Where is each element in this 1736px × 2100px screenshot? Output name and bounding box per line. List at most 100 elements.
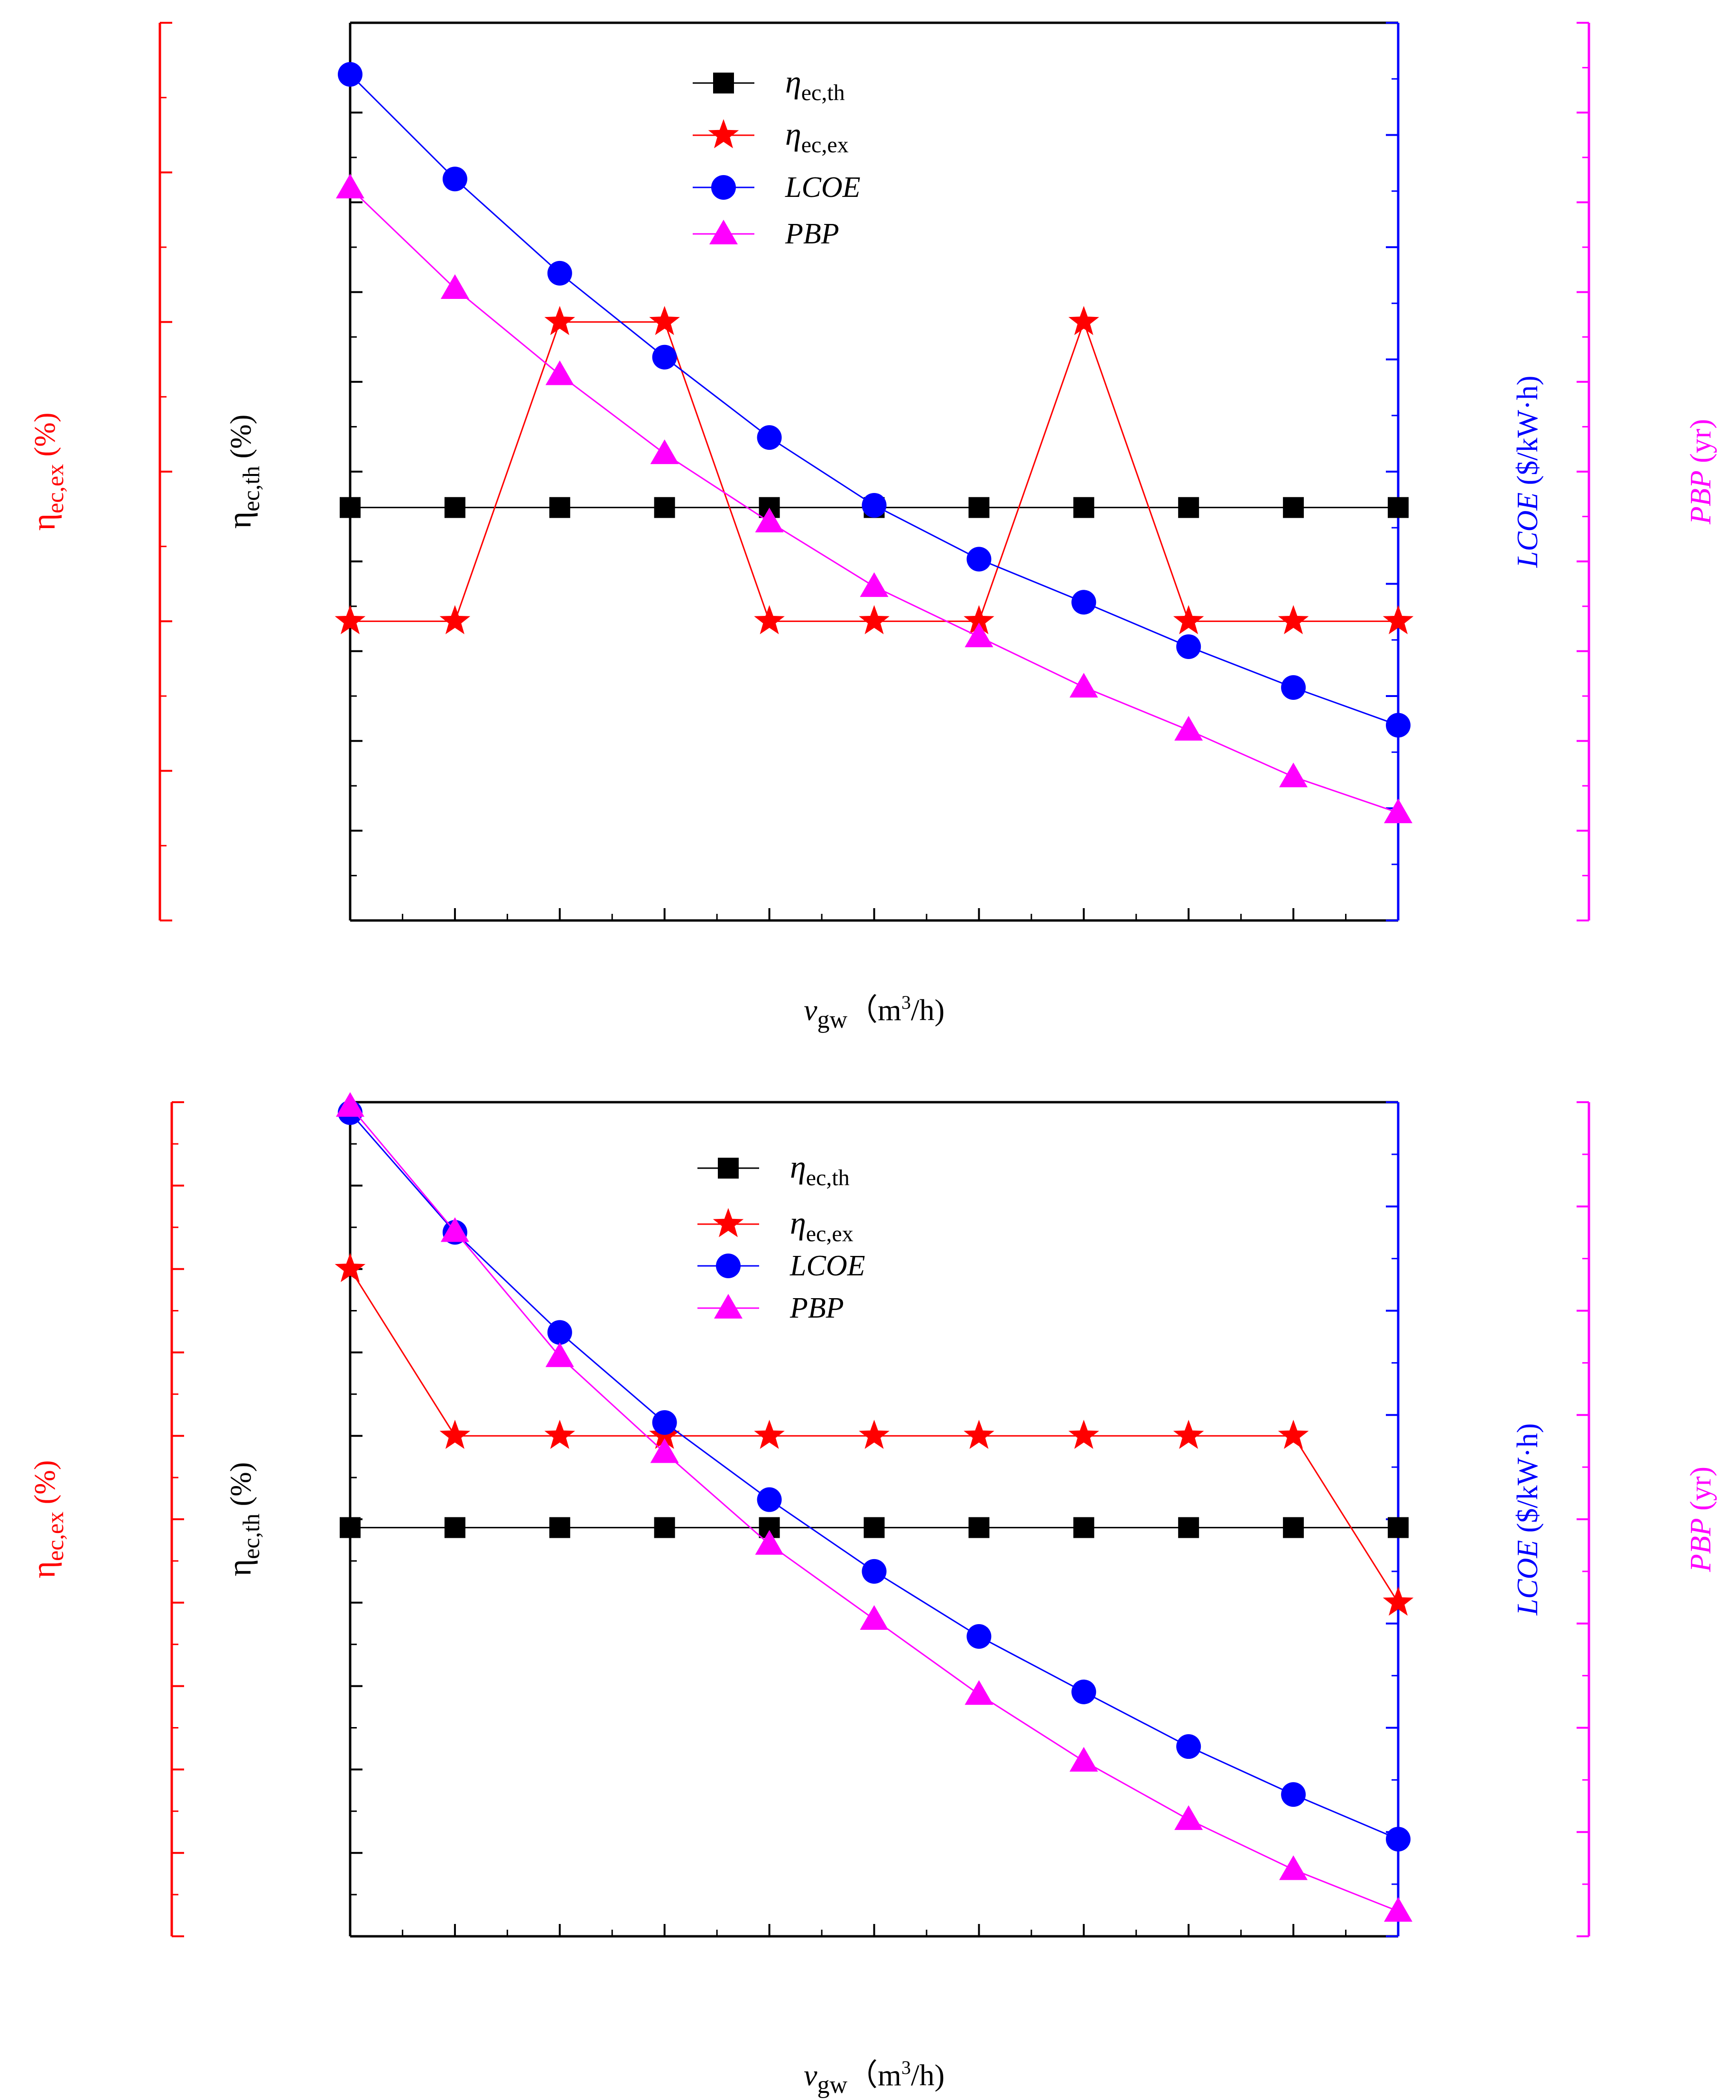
data-point-lcoe xyxy=(547,260,572,286)
data-point-eta_th xyxy=(1073,1517,1095,1538)
legend-marker-eta_ex xyxy=(713,1208,744,1237)
data-point-eta_th xyxy=(863,1517,885,1538)
data-point-pbp xyxy=(545,360,574,385)
chart-panel-a: ηec,ex (%) ηec,th (%) LCOE ($/kW·h) PBP (yr… xyxy=(26,21,1717,1033)
axis-title-lcoe: LCOE ($/kW·h) xyxy=(1512,1423,1544,1616)
legend-label-eta_ex: ηec,ex xyxy=(785,116,849,158)
legend-label-lcoe: LCOE xyxy=(785,171,860,204)
data-point-lcoe xyxy=(757,1487,782,1512)
legend-marker-eta_th xyxy=(718,1158,739,1179)
series-eta_th xyxy=(340,1517,1409,1538)
data-point-eta_th xyxy=(1178,1517,1199,1538)
data-point-eta_ex xyxy=(754,1420,785,1449)
data-point-eta_ex xyxy=(1068,306,1099,335)
data-point-pbp xyxy=(965,1680,993,1705)
data-point-eta_ex xyxy=(1278,605,1309,634)
series-eta_ex xyxy=(334,1253,1414,1616)
legend-label-pbp: PBP xyxy=(785,218,839,250)
axis-title-eta_ex: ηec,ex (%) xyxy=(26,412,68,530)
data-point-eta_th xyxy=(968,1517,990,1538)
data-point-lcoe xyxy=(1071,1679,1096,1704)
data-point-eta_ex xyxy=(1278,1420,1309,1449)
data-point-lcoe xyxy=(1176,1734,1201,1759)
data-point-pbp xyxy=(1279,1855,1308,1880)
data-point-eta_th xyxy=(1178,497,1199,518)
data-point-pbp xyxy=(440,1217,469,1242)
legend-label-eta_th: ηec,th xyxy=(790,1149,850,1190)
data-point-eta_th xyxy=(549,497,570,518)
data-point-eta_ex xyxy=(1173,605,1204,634)
data-point-lcoe xyxy=(1386,713,1411,738)
series-lcoe xyxy=(338,1100,1411,1852)
data-point-lcoe xyxy=(652,1410,677,1435)
data-point-lcoe xyxy=(757,425,782,450)
data-point-lcoe xyxy=(1176,634,1201,659)
series-eta_ex xyxy=(334,306,1414,634)
data-point-pbp xyxy=(440,274,469,299)
axis-title-lcoe: LCOE ($/kW·h) xyxy=(1512,376,1544,568)
series-lcoe-line xyxy=(349,1112,1399,1840)
data-point-lcoe xyxy=(862,492,887,518)
legend-marker-pbp xyxy=(709,220,738,244)
legend-marker-eta_th xyxy=(713,73,734,93)
data-point-pbp xyxy=(965,623,993,648)
data-point-lcoe xyxy=(652,344,677,370)
data-point-eta_ex xyxy=(964,605,994,634)
legend-marker-eta_ex xyxy=(708,119,739,149)
legend: ηec,th ηec,ex LCOE PBP xyxy=(697,1149,865,1324)
data-point-pbp xyxy=(860,1605,889,1630)
data-point-eta_ex xyxy=(1173,1420,1204,1449)
data-point-pbp xyxy=(545,1342,574,1367)
legend: ηec,th ηec,ex LCOE PBP xyxy=(693,64,860,250)
legend-label-pbp: PBP xyxy=(789,1292,844,1324)
data-point-pbp xyxy=(336,174,364,199)
data-point-eta_ex xyxy=(544,1420,576,1449)
series-eta_th xyxy=(340,497,1409,518)
legend-marker-lcoe xyxy=(716,1254,741,1278)
data-point-lcoe xyxy=(442,167,467,192)
data-point-eta_ex xyxy=(334,605,366,634)
data-point-eta_th xyxy=(654,1517,675,1538)
data-point-eta_th xyxy=(549,1517,570,1538)
data-point-eta_th xyxy=(1388,1517,1409,1538)
data-point-eta_th xyxy=(968,497,990,518)
data-point-lcoe xyxy=(547,1320,572,1345)
data-point-lcoe xyxy=(966,547,992,572)
data-point-eta_ex xyxy=(334,1253,366,1282)
data-point-lcoe xyxy=(1386,1827,1411,1852)
data-point-eta_ex xyxy=(754,605,785,634)
series-lcoe xyxy=(338,62,1411,738)
data-point-pbp xyxy=(755,507,784,532)
data-point-eta_ex xyxy=(859,605,890,634)
data-point-eta_ex xyxy=(1383,605,1414,634)
data-point-pbp xyxy=(1069,673,1098,698)
data-point-eta_th xyxy=(654,497,675,518)
axis-title-eta_th: ηec,th (%) xyxy=(222,415,264,529)
data-point-pbp xyxy=(755,1530,784,1555)
data-point-pbp xyxy=(1174,1805,1203,1830)
data-point-eta_ex xyxy=(964,1420,994,1449)
x-axis-label: vgw（m3/h) xyxy=(804,2057,945,2099)
data-point-pbp xyxy=(650,1438,679,1463)
data-point-pbp xyxy=(1069,1747,1098,1772)
legend-label-eta_ex: ηec,ex xyxy=(790,1205,854,1246)
legend-label-eta_th: ηec,th xyxy=(785,64,845,105)
data-point-lcoe xyxy=(862,1559,887,1584)
data-point-pbp xyxy=(860,572,889,597)
data-point-lcoe xyxy=(338,62,362,87)
data-point-eta_ex xyxy=(859,1420,890,1449)
data-point-eta_th xyxy=(444,497,465,518)
data-point-lcoe xyxy=(1071,590,1096,615)
data-point-pbp xyxy=(1384,1897,1412,1922)
data-point-eta_th xyxy=(1388,497,1409,518)
data-point-lcoe xyxy=(1281,675,1306,700)
data-point-lcoe xyxy=(966,1624,992,1649)
series-pbp xyxy=(336,174,1412,823)
data-point-eta_th xyxy=(340,497,361,518)
data-point-eta_th xyxy=(1283,497,1304,518)
data-point-eta_th xyxy=(340,1517,361,1538)
data-point-eta_ex xyxy=(544,306,576,335)
data-point-lcoe xyxy=(1281,1782,1306,1807)
data-point-eta_ex xyxy=(1383,1586,1414,1616)
